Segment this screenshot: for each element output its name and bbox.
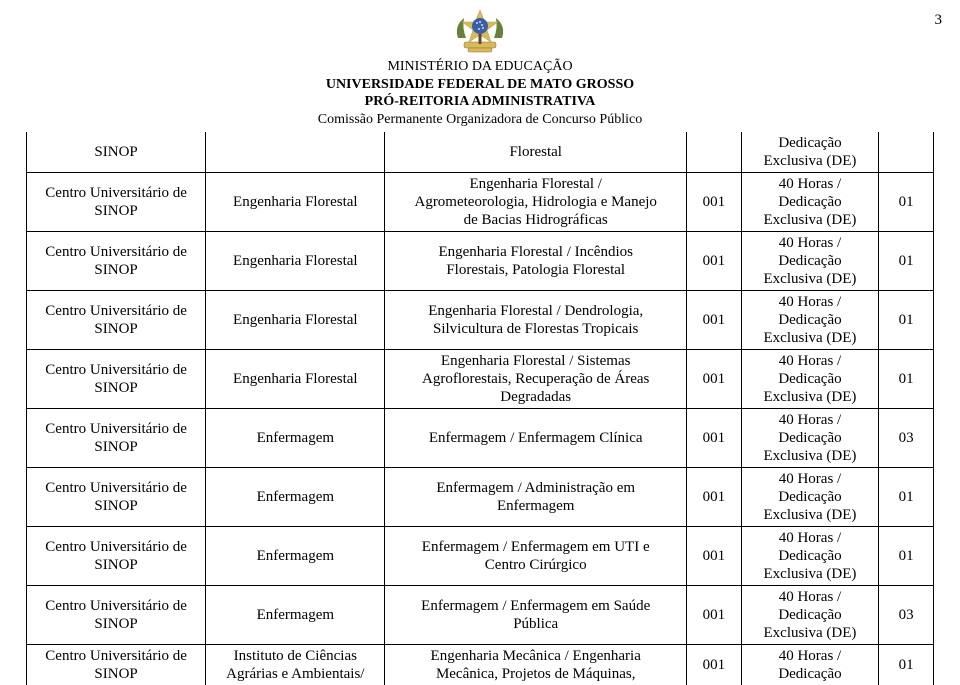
table-cell: Enfermagem / Enfermagem em UTI eCentro C… [385,527,687,586]
table-cell: Centro Universitário deSINOP [27,468,206,527]
table-cell: Engenharia Florestal / IncêndiosFloresta… [385,232,687,291]
table-cell: Enfermagem [206,468,385,527]
table-cell: 01 [879,232,934,291]
table-cell: 40 Horas /DedicaçãoExclusiva (DE) [741,173,879,232]
table-row: Centro Universitário deSINOPEngenharia F… [27,350,934,409]
page-number: 3 [935,12,943,29]
table-cell: Engenharia Florestal [206,232,385,291]
table-cell: 01 [879,350,934,409]
table-cell: 01 [879,173,934,232]
table-row: Centro Universitário deSINOPInstituto de… [27,645,934,685]
table-cell: Engenharia Florestal [206,173,385,232]
header-line-proreitoria: PRÓ-REITORIA ADMINISTRATIVA [0,93,960,111]
table-cell: Engenharia Mecânica / EngenhariaMecânica… [385,645,687,685]
table-cell: 40 Horas /DedicaçãoExclusiva (DE) [741,527,879,586]
table-cell: 001 [687,468,742,527]
table-cell: 40 Horas /DedicaçãoExclusiva (DE) [741,468,879,527]
table-cell: DedicaçãoExclusiva (DE) [741,132,879,173]
table-cell: Enfermagem / Administração emEnfermagem [385,468,687,527]
table-row: Centro Universitário deSINOPEngenharia F… [27,232,934,291]
table-cell [206,132,385,173]
header-line-university: UNIVERSIDADE FEDERAL DE MATO GROSSO [0,76,960,94]
table-cell: 40 Horas /DedicaçãoExclusiva (DE) [741,409,879,468]
table-cell: Engenharia Florestal [206,291,385,350]
table-cell [879,132,934,173]
table-cell: Enfermagem [206,586,385,645]
table-cell: Enfermagem [206,527,385,586]
table-cell: 001 [687,350,742,409]
document-header: MINISTÉRIO DA EDUCAÇÃO UNIVERSIDADE FEDE… [0,8,960,128]
table-cell: 001 [687,291,742,350]
table-cell: Centro Universitário deSINOP [27,173,206,232]
table-cell: 01 [879,291,934,350]
table-cell: 40 Horas /Dedicação [741,645,879,685]
table-cell: 001 [687,232,742,291]
table-cell: 001 [687,409,742,468]
table-cell: 40 Horas /DedicaçãoExclusiva (DE) [741,586,879,645]
table-cell: 40 Horas /DedicaçãoExclusiva (DE) [741,291,879,350]
table-cell: Centro Universitário deSINOP [27,586,206,645]
table-cell: 01 [879,645,934,685]
table-row: Centro Universitário deSINOPEngenharia F… [27,173,934,232]
table-cell: Enfermagem / Enfermagem em SaúdePública [385,586,687,645]
table-cell: Florestal [385,132,687,173]
table-cell: 01 [879,468,934,527]
table-cell: 001 [687,173,742,232]
table-cell: 01 [879,527,934,586]
table-row: Centro Universitário deSINOPEnfermagemEn… [27,409,934,468]
table-row: Centro Universitário deSINOPEnfermagemEn… [27,468,934,527]
table-cell [687,132,742,173]
table-row: Centro Universitário deSINOPEngenharia F… [27,291,934,350]
table-cell: 03 [879,409,934,468]
table-cell: 001 [687,645,742,685]
table-row: Centro Universitário deSINOPEnfermagemEn… [27,586,934,645]
table-cell: 40 Horas /DedicaçãoExclusiva (DE) [741,232,879,291]
table-cell: Centro Universitário deSINOP [27,232,206,291]
table-cell: 001 [687,586,742,645]
table-cell: Instituto de CiênciasAgrárias e Ambienta… [206,645,385,685]
table-cell: Engenharia Florestal [206,350,385,409]
table-cell: SINOP [27,132,206,173]
table-cell: 03 [879,586,934,645]
table-cell: Centro Universitário deSINOP [27,409,206,468]
table-cell: Enfermagem [206,409,385,468]
vacancies-table: SINOPFlorestalDedicaçãoExclusiva (DE)Cen… [26,132,934,685]
table-cell: Centro Universitário deSINOP [27,527,206,586]
table-cell: Engenharia Florestal / SistemasAgroflore… [385,350,687,409]
table-row: Centro Universitário deSINOPEnfermagemEn… [27,527,934,586]
header-line-ministry: MINISTÉRIO DA EDUCAÇÃO [0,58,960,76]
table-cell: 001 [687,527,742,586]
header-line-commission: Comissão Permanente Organizadora de Conc… [0,111,960,129]
table-cell: Enfermagem / Enfermagem Clínica [385,409,687,468]
table-cell: Engenharia Florestal / Dendrologia,Silvi… [385,291,687,350]
table-cell: Engenharia Florestal /Agrometeorologia, … [385,173,687,232]
table-cell: Centro Universitário deSINOP [27,645,206,685]
table-row: SINOP Florestal DedicaçãoExclusiva (DE) [27,132,934,173]
table-cell: Centro Universitário deSINOP [27,350,206,409]
table-cell: 40 Horas /DedicaçãoExclusiva (DE) [741,350,879,409]
table-cell: Centro Universitário deSINOP [27,291,206,350]
brazil-coat-of-arms-icon [452,8,508,56]
